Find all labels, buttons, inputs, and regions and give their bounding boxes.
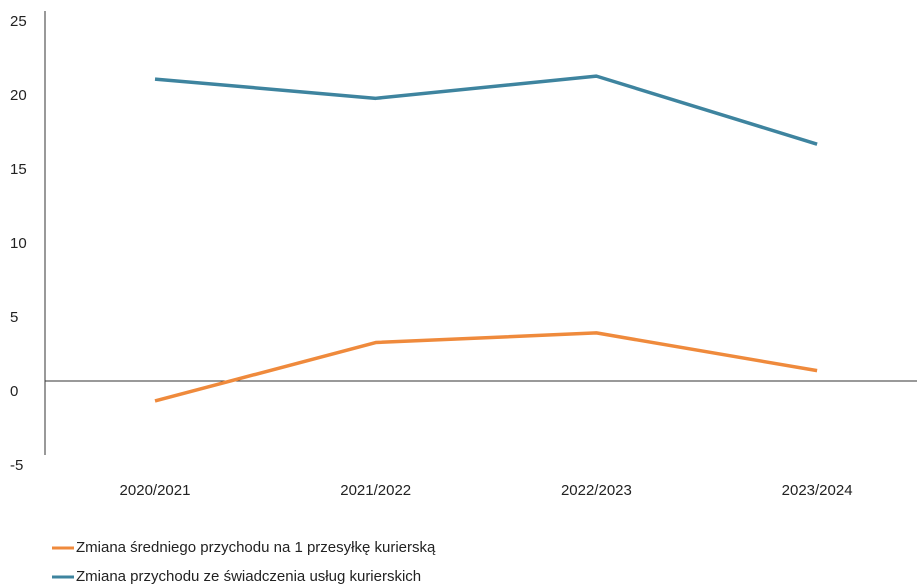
legend-label: Zmiana przychodu ze świadczenia usług ku…: [76, 568, 421, 585]
y-tick-label: 20: [10, 87, 27, 104]
y-tick-label: 15: [10, 161, 27, 178]
line-series: [154, 331, 818, 403]
y-tick-label: 25: [10, 13, 27, 30]
x-tick-label: 2023/2024: [782, 482, 853, 499]
y-tick-label: 5: [10, 309, 18, 326]
y-tick-label: -5: [10, 457, 23, 474]
legend-label: Zmiana średniego przychodu na 1 przesyłk…: [76, 539, 436, 556]
line-series: [154, 74, 818, 146]
y-tick-label: 0: [10, 383, 18, 400]
y-tick-label: 10: [10, 235, 27, 252]
x-tick-label: 2021/2022: [340, 482, 411, 499]
x-tick-label: 2020/2021: [120, 482, 191, 499]
x-tick-label: 2022/2023: [561, 482, 632, 499]
